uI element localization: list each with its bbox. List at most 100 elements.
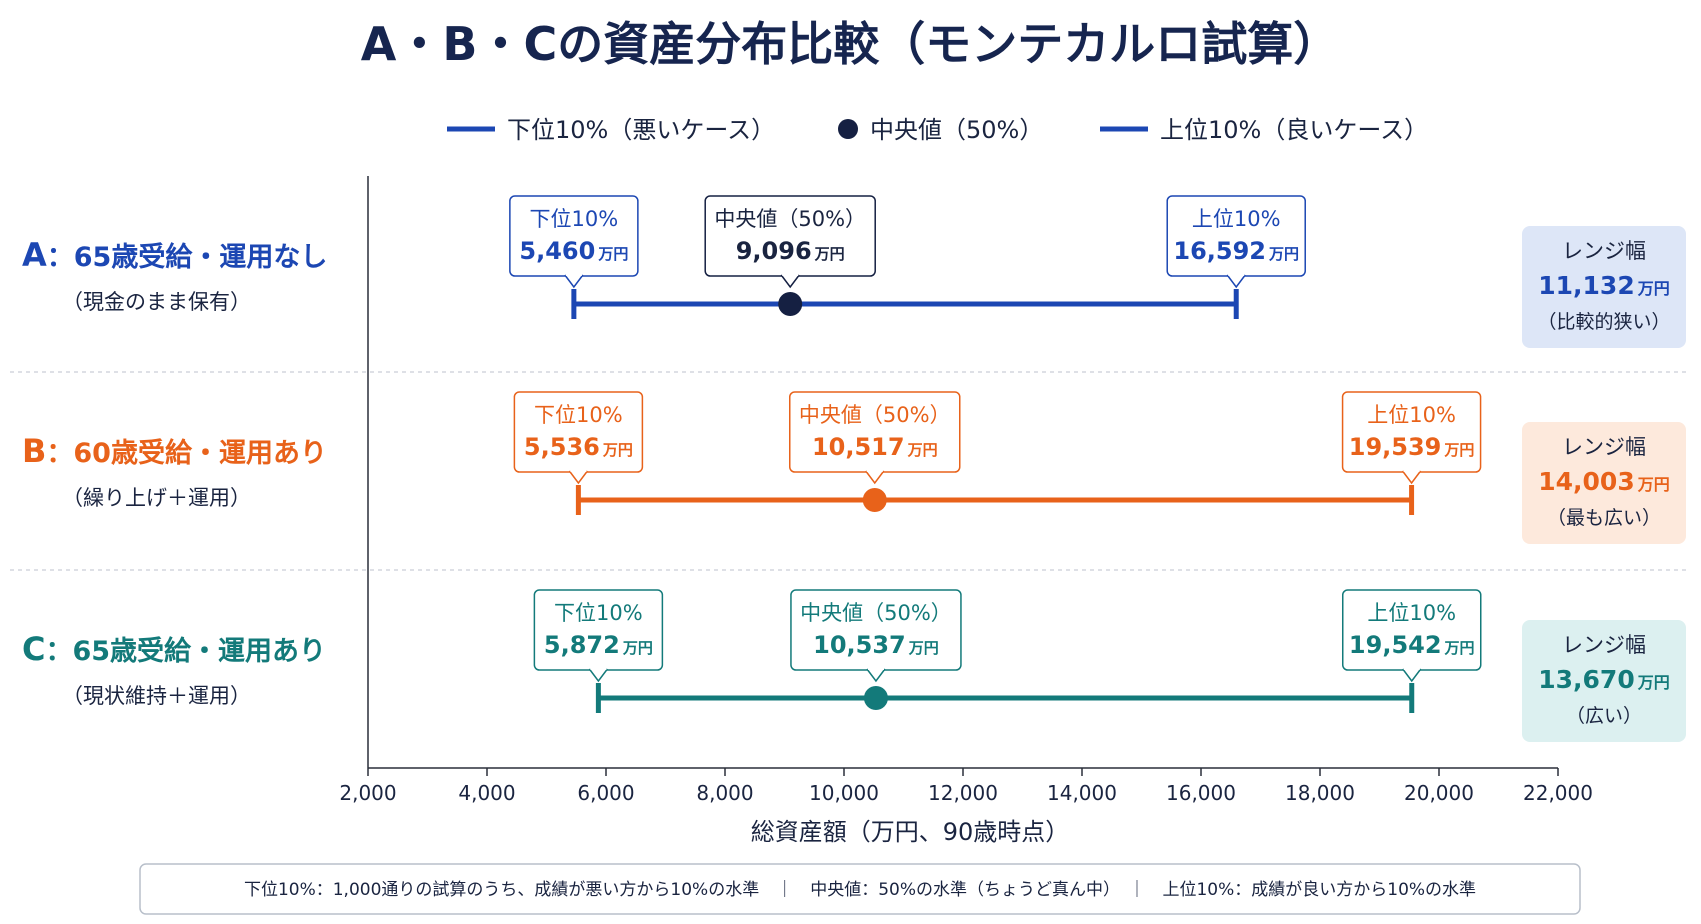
- series-row-b: B：60歳受給・運用あり（繰り上げ＋運用）下位10%5,536 万円中央値（50%…: [22, 391, 1686, 544]
- median-callout-c-value: 10,537 万円: [813, 631, 939, 659]
- series-title-a: A：65歳受給・運用なし: [22, 236, 327, 274]
- high-callout-c-value: 19,542 万円: [1349, 631, 1475, 659]
- x-tick-label-7: 16,000: [1166, 781, 1236, 805]
- range-box-number: 14,003: [1538, 467, 1634, 496]
- high-callout-b: 上位10% 19,539 万円: [1341, 391, 1482, 485]
- series-letter: B: [22, 432, 46, 470]
- legend-label-1: 中央値（50%）: [870, 116, 1043, 144]
- range-box-bg: [1522, 226, 1686, 348]
- high-callout-a-label: 上位10%: [1192, 207, 1281, 231]
- series-name: ：60歳受給・運用あり: [46, 437, 327, 469]
- median-callout-a-value-unit: 万円: [814, 245, 845, 263]
- median-callout-b-pointer: [865, 470, 885, 485]
- median-callout-a-value-number: 9,096: [736, 237, 812, 265]
- series-title-c: C：65歳受給・運用あり: [22, 630, 326, 668]
- range-box-note: （比較的狭い）: [1537, 311, 1670, 333]
- high-callout-a-pointer: [1226, 274, 1246, 289]
- low-callout-c-value-number: 5,872: [544, 631, 620, 659]
- low-callout-c: 下位10% 5,872 万円: [533, 589, 664, 683]
- range-box-unit: 万円: [1637, 475, 1670, 494]
- x-axis-title: 総資産額（万円、90歳時点）: [751, 818, 1070, 846]
- median-callout-b-value: 10,517 万円: [812, 433, 938, 461]
- low-callout-b-pointer-mask: [570, 468, 587, 472]
- high-callout-c: 上位10% 19,542 万円: [1341, 589, 1482, 683]
- x-tick-label-10: 22,000: [1523, 781, 1593, 805]
- high-callout-b-value-unit: 万円: [1443, 441, 1474, 459]
- x-tick-label-4: 10,000: [809, 781, 879, 805]
- range-box-b: レンジ幅 14,003 万円 （最も広い）: [1522, 422, 1686, 544]
- x-tick-label-3: 8,000: [696, 781, 753, 805]
- high-callout-a-value: 16,592 万円: [1173, 237, 1299, 265]
- x-tick-label-0: 2,000: [339, 781, 396, 805]
- series-row-c: C：65歳受給・運用あり （現状維持＋運用） 下位10%5,872 万円 中央値（50%…: [22, 589, 1686, 742]
- legend-label-2: 上位10%（良いケース）: [1160, 116, 1428, 144]
- high-callout-b-pointer: [1401, 470, 1422, 485]
- median-callout-c-pointer: [866, 668, 886, 683]
- series-subtitle-a: （現金のまま保有）: [62, 290, 251, 314]
- high-callout-b-pointer-mask: [1403, 468, 1420, 472]
- high-callout-c-label: 上位10%: [1367, 601, 1456, 625]
- series-name: ：65歳受給・運用あり: [45, 635, 326, 667]
- series-name: ：65歳受給・運用なし: [47, 241, 328, 273]
- range-box-a: レンジ幅 11,132 万円 （比較的狭い）: [1522, 226, 1686, 348]
- median-callout-a-pointer-mask: [782, 272, 799, 276]
- high-callout-c-value-unit: 万円: [1444, 639, 1475, 657]
- median-callout-c-label: 中央値（50%）: [800, 601, 952, 625]
- low-callout-a-pointer: [564, 274, 584, 289]
- median-callout-b-label: 中央値（50%）: [799, 403, 951, 427]
- chart-rows: A：65歳受給・運用なし（現金のまま保有）下位10%5,460 万円中央値（50%…: [10, 176, 1690, 768]
- range-box-bg: [1522, 620, 1686, 742]
- range-box-label: レンジ幅: [1562, 239, 1646, 263]
- median-dot-b: [862, 488, 887, 512]
- range-box-note: （最も広い）: [1547, 507, 1661, 529]
- range-box-unit: 万円: [1637, 673, 1670, 692]
- range-box-value: 14,003 万円: [1538, 467, 1670, 496]
- footnote-text: 下位10%：1,000通りの試算のうち、成績が悪い方から10%の水準 ｜ 中央値…: [244, 880, 1476, 900]
- footnote-frame: [139, 863, 1581, 915]
- high-callout-b-value-number: 19,539: [1349, 433, 1442, 461]
- low-callout-a: 下位10% 5,460 万円: [509, 195, 639, 289]
- median-callout-a-value: 9,096 万円: [736, 237, 845, 265]
- legend: 下位10%（悪いケース） 中央値（50%） 上位10%（良いケース）: [447, 116, 1428, 144]
- x-tick-label-9: 20,000: [1404, 781, 1474, 805]
- series-row-a: A：65歳受給・運用なし （現金のまま保有） 下位10%5,460 万円 中央値（50%…: [22, 195, 1686, 348]
- range-box-label: レンジ幅: [1562, 435, 1646, 459]
- x-axis: 2,000 4,000 6,000 8,000 10,000 12,000 14,000 16…: [339, 767, 1593, 805]
- low-callout-b-value-unit: 万円: [602, 441, 633, 459]
- median-callout-b-pointer-mask: [866, 468, 883, 472]
- low-callout-b-value: 5,536 万円: [524, 433, 633, 461]
- legend-label-0: 下位10%（悪いケース）: [507, 116, 775, 144]
- legend-dot-marker: [838, 119, 858, 139]
- high-callout-b-label: 上位10%: [1367, 403, 1456, 427]
- range-box-bg: [1522, 422, 1686, 544]
- median-callout-b: 中央値（50%） 10,517 万円: [789, 391, 961, 485]
- series-subtitle-b: （繰り上げ＋運用）: [62, 486, 251, 510]
- high-callout-b-value: 19,539 万円: [1349, 433, 1475, 461]
- median-callout-b-value-number: 10,517: [812, 433, 905, 461]
- low-callout-b-pointer: [568, 470, 588, 485]
- low-callout-a-pointer-mask: [565, 272, 582, 276]
- x-tick-label-2: 6,000: [577, 781, 634, 805]
- x-tick-label-1: 4,000: [458, 781, 515, 805]
- high-callout-a-value-number: 16,592: [1173, 237, 1266, 265]
- high-callout-a-pointer-mask: [1228, 272, 1245, 276]
- low-callout-c-pointer: [588, 668, 608, 683]
- median-callout-c-value-unit: 万円: [908, 639, 939, 657]
- series-subtitle-c: （現状維持＋運用）: [62, 684, 251, 708]
- range-box-label: レンジ幅: [1562, 633, 1646, 657]
- median-callout-a-label: 中央値（50%）: [714, 207, 866, 231]
- range-box-value: 13,670 万円: [1538, 665, 1670, 694]
- range-box-value: 11,132 万円: [1538, 271, 1670, 300]
- x-tick-label-6: 14,000: [1047, 781, 1117, 805]
- low-callout-b-value-number: 5,536: [524, 433, 600, 461]
- median-callout-b-value-unit: 万円: [907, 441, 938, 459]
- median-callout-a-pointer: [780, 274, 800, 289]
- chart-title: A・B・Cの資産分布比較（モンテカルロ試算）: [361, 17, 1339, 71]
- median-dot-a: [778, 292, 803, 316]
- low-callout-b-label: 下位10%: [534, 403, 623, 427]
- low-callout-c-pointer-mask: [590, 666, 607, 670]
- low-callout-c-value-unit: 万円: [622, 639, 653, 657]
- median-dot-c: [863, 686, 888, 710]
